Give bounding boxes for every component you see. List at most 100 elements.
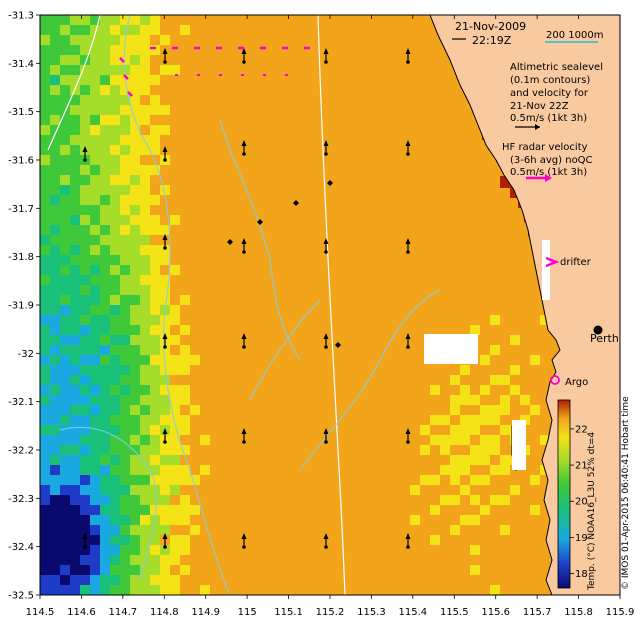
sst-cell (360, 315, 371, 326)
sst-cell (70, 235, 81, 246)
sst-cell (250, 565, 261, 576)
sst-cell (40, 575, 51, 586)
sst-cell (220, 325, 231, 336)
sst-cell (240, 405, 251, 416)
sst-cell (220, 525, 231, 536)
sst-cell (220, 215, 231, 226)
sst-cell (390, 215, 401, 226)
sst-cell (370, 195, 381, 206)
sst-cell (270, 305, 281, 316)
sst-cell (270, 405, 281, 416)
sst-cell (470, 405, 481, 416)
sst-cell (340, 315, 351, 326)
sst-cell (540, 545, 551, 556)
sst-cell (330, 435, 341, 446)
sst-cell (350, 485, 361, 496)
sst-cell (220, 245, 231, 256)
sst-cell (300, 555, 311, 566)
sst-cell (390, 35, 401, 46)
sst-cell (510, 465, 521, 476)
sst-cell (250, 515, 261, 526)
sst-cell (430, 525, 441, 536)
sst-cell (380, 25, 391, 36)
sst-cell (130, 175, 141, 186)
sst-cell (90, 575, 101, 586)
altimetry-line-5: 0.5m/s (1kt 3h) (510, 113, 587, 124)
sst-cell (40, 95, 51, 106)
sst-cell (280, 445, 291, 456)
sst-cell (390, 55, 401, 66)
sst-cell (460, 405, 471, 416)
sst-cell (70, 305, 81, 316)
sst-cell (360, 405, 371, 416)
sst-cell (380, 95, 391, 106)
sst-cell (60, 155, 71, 166)
sst-cell (210, 155, 221, 166)
sst-cell (60, 265, 71, 276)
sst-cell (230, 185, 241, 196)
sst-cell (230, 555, 241, 566)
sst-cell (310, 55, 321, 66)
sst-cell (180, 325, 191, 336)
sst-cell (160, 275, 171, 286)
sst-cell (490, 405, 501, 416)
sst-cell (260, 215, 271, 226)
sst-cell (220, 415, 231, 426)
sst-cell (390, 305, 401, 316)
sst-cell (260, 425, 271, 436)
sst-cell (230, 575, 241, 586)
sst-cell (270, 515, 281, 526)
sst-cell (40, 45, 51, 56)
sst-cell (330, 545, 341, 556)
sst-cell (250, 365, 261, 376)
sst-cell (180, 165, 191, 176)
sst-cell (110, 415, 121, 426)
sst-cell (50, 125, 61, 136)
sst-cell (130, 565, 141, 576)
sst-cell (360, 75, 371, 86)
sst-cell (270, 485, 281, 496)
sst-cell (60, 285, 71, 296)
sst-cell (370, 545, 381, 556)
sst-cell (110, 75, 121, 86)
sst-cell (150, 385, 161, 396)
sst-cell (310, 475, 321, 486)
sst-cell (120, 455, 131, 466)
sst-cell (140, 425, 151, 436)
sst-cell (210, 195, 221, 206)
sst-cell (450, 275, 461, 286)
sst-cell (330, 425, 341, 436)
sst-cell (410, 565, 421, 576)
sst-cell (470, 245, 481, 256)
sst-cell (130, 285, 141, 296)
sst-cell (160, 415, 171, 426)
sst-cell (420, 515, 431, 526)
sst-cell (400, 455, 411, 466)
sst-cell (230, 335, 241, 346)
velocity-origin (242, 152, 246, 156)
sst-cell (530, 315, 541, 326)
sst-cell (270, 275, 281, 286)
sst-cell (260, 575, 271, 586)
sst-cell (350, 305, 361, 316)
sst-cell (250, 145, 261, 156)
sst-cell (120, 405, 131, 416)
sst-cell (130, 455, 141, 466)
sst-cell (300, 85, 311, 96)
sst-cell (410, 75, 421, 86)
sst-cell (240, 395, 251, 406)
sst-cell (50, 545, 61, 556)
sst-cell (440, 75, 451, 86)
sst-cell (170, 375, 181, 386)
sst-cell (320, 355, 331, 366)
sst-cell (150, 105, 161, 116)
sst-cell (190, 245, 201, 256)
sst-cell (530, 455, 541, 466)
sst-cell (530, 375, 541, 386)
sst-cell (270, 285, 281, 296)
sst-cell (400, 155, 411, 166)
sst-cell (280, 535, 291, 546)
sst-cell (50, 395, 61, 406)
sst-cell (160, 525, 171, 536)
sst-cell (440, 565, 451, 576)
